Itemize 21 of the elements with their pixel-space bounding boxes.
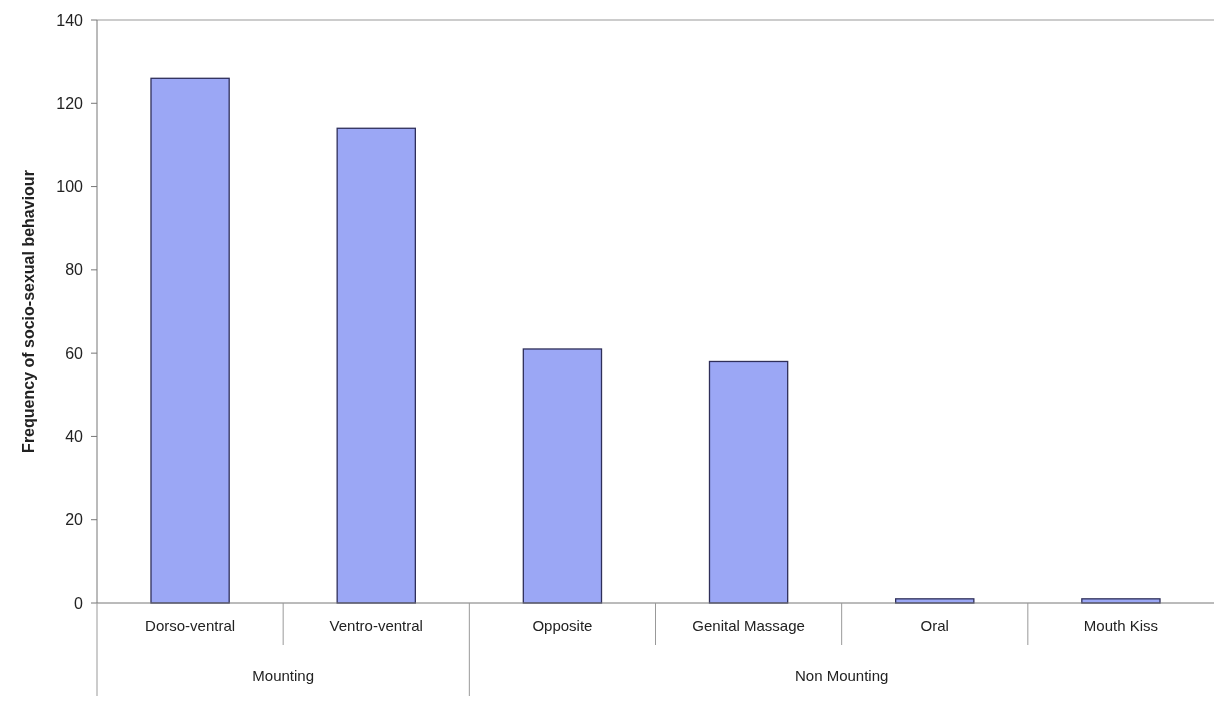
y-tick-label: 140 xyxy=(56,11,84,29)
bar xyxy=(522,348,603,604)
y-tick-label: 40 xyxy=(65,428,84,446)
y-tick-label: 100 xyxy=(56,178,84,196)
y-tick-label: 20 xyxy=(65,511,84,529)
y-tick-label: 60 xyxy=(65,344,84,362)
bar xyxy=(336,127,416,604)
y-tick-label: 0 xyxy=(74,594,84,612)
x-tick-label: Dorso-ventral xyxy=(145,617,236,634)
bar xyxy=(708,360,789,604)
x-tick-label: Opposite xyxy=(532,617,593,634)
bar xyxy=(150,77,230,604)
x-tick-label: Genital Massage xyxy=(692,617,805,634)
x-tick-label: Oral xyxy=(920,617,949,634)
y-tick-label: 80 xyxy=(65,261,84,279)
x-tick-label: Mouth Kiss xyxy=(1083,617,1159,634)
y-tick-label: 120 xyxy=(56,94,84,112)
text: Mounting xyxy=(252,667,315,684)
y-axis-title: Frequency of socio-sexual behaviour xyxy=(20,170,37,453)
x-tick-label: Ventro-ventral xyxy=(329,617,423,634)
text: Non Mounting xyxy=(794,667,889,684)
